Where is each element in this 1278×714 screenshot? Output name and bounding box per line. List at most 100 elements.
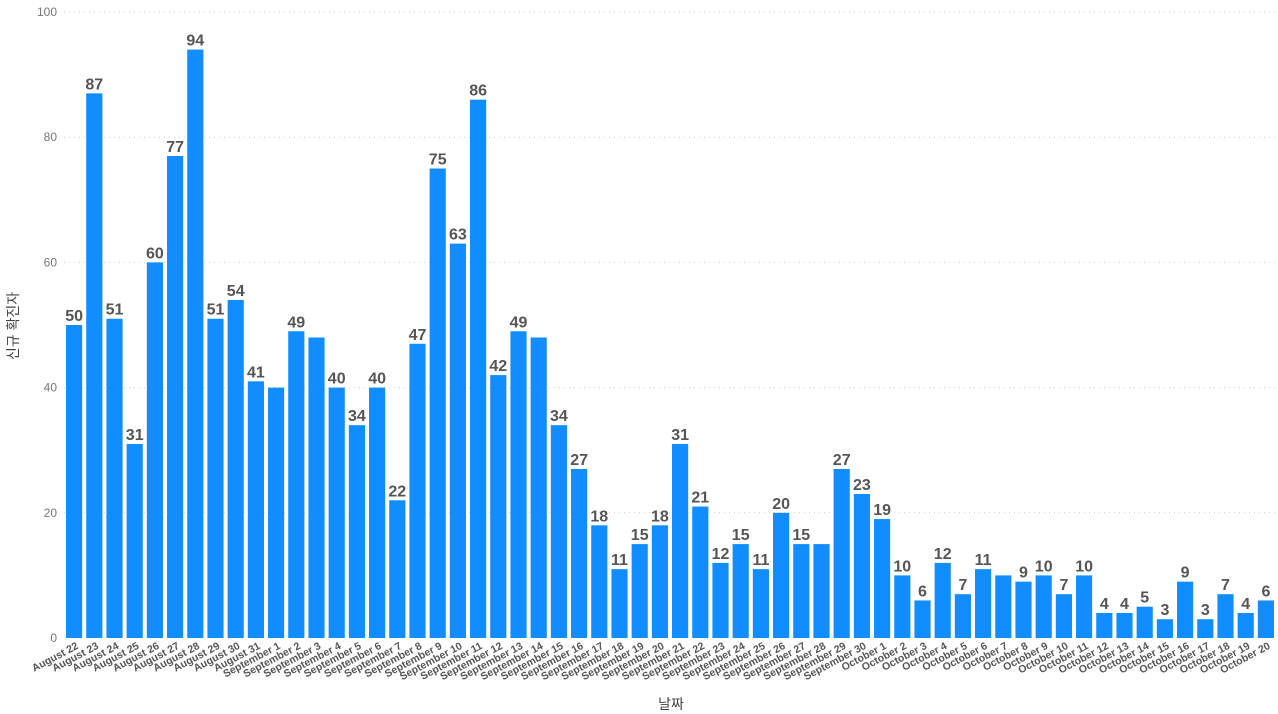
data-label: 5	[1140, 590, 1149, 607]
data-label: 47	[409, 327, 427, 344]
bar	[1055, 594, 1072, 638]
bar	[429, 168, 446, 638]
bar	[631, 544, 648, 638]
y-tick-label: 0	[50, 631, 57, 645]
y-axis-ticks: 0 20 40 60 80 100	[37, 5, 57, 645]
bar	[692, 506, 709, 638]
bar	[308, 337, 325, 638]
bar	[1035, 575, 1052, 638]
data-label: 31	[126, 427, 144, 444]
data-label: 9	[1019, 565, 1028, 582]
data-label: 15	[631, 527, 649, 544]
data-label: 18	[590, 508, 608, 525]
data-label: 51	[106, 302, 124, 319]
y-tick-label: 40	[44, 381, 58, 395]
bar	[106, 318, 123, 638]
data-label: 42	[489, 358, 507, 375]
data-label: 20	[772, 496, 790, 513]
bar	[146, 262, 163, 638]
bar	[954, 594, 971, 638]
bar	[813, 544, 830, 638]
data-label: 75	[429, 152, 447, 169]
data-label: 15	[732, 527, 750, 544]
data-label: 10	[893, 558, 911, 575]
data-label: 10	[1075, 558, 1093, 575]
y-tick-label: 80	[44, 130, 58, 144]
bar	[510, 331, 527, 638]
bar	[1116, 612, 1133, 638]
data-label: 19	[873, 502, 891, 519]
bar	[672, 443, 689, 638]
y-tick-label: 20	[44, 506, 58, 520]
data-label: 34	[550, 408, 568, 425]
bar	[490, 375, 507, 638]
data-label: 7	[958, 577, 967, 594]
data-label: 27	[570, 452, 588, 469]
bar	[1177, 581, 1194, 638]
data-label: 15	[792, 527, 810, 544]
bar	[288, 331, 305, 638]
bar	[914, 600, 931, 638]
bar	[874, 519, 891, 638]
data-label: 6	[1261, 583, 1270, 600]
bar	[1076, 575, 1093, 638]
bar	[1156, 619, 1173, 638]
data-label: 34	[348, 408, 366, 425]
bar	[732, 544, 749, 638]
bar	[187, 49, 204, 639]
bar	[1217, 594, 1234, 638]
bar	[773, 512, 790, 638]
data-label: 49	[510, 314, 528, 331]
bar	[1015, 581, 1032, 638]
data-label: 86	[469, 83, 487, 100]
bar	[591, 525, 608, 638]
bar	[752, 569, 769, 638]
bar	[1237, 612, 1254, 638]
y-tick-label: 60	[44, 255, 58, 269]
data-label: 23	[853, 477, 871, 494]
bar	[470, 99, 487, 638]
data-labels: 5087513160779451544149403440224775638642…	[65, 33, 1270, 620]
bar	[86, 93, 103, 638]
bar	[167, 155, 184, 639]
bar	[853, 494, 870, 638]
bar	[712, 562, 729, 638]
data-label: 63	[449, 227, 467, 244]
bar	[409, 343, 426, 638]
data-label: 77	[166, 139, 184, 156]
bar	[571, 468, 588, 638]
data-label: 11	[752, 552, 769, 569]
bar	[995, 575, 1012, 638]
data-label: 6	[918, 583, 927, 600]
data-label: 31	[671, 427, 689, 444]
bar	[894, 575, 911, 638]
data-label: 21	[691, 490, 709, 507]
bar	[651, 525, 668, 638]
data-label: 12	[934, 546, 952, 563]
data-label: 49	[287, 314, 305, 331]
bar	[126, 443, 143, 638]
data-label: 51	[207, 302, 225, 319]
bar	[389, 500, 406, 638]
bar	[66, 325, 83, 638]
data-label: 87	[85, 76, 103, 93]
grid-lines	[64, 11, 1276, 514]
bar	[268, 387, 285, 638]
data-label: 40	[328, 371, 346, 388]
bar	[449, 243, 466, 638]
bar	[975, 569, 992, 638]
bar	[369, 387, 386, 638]
data-label: 40	[368, 371, 386, 388]
data-label: 50	[65, 308, 83, 325]
bar	[227, 299, 244, 638]
bar	[934, 562, 951, 638]
bar	[1096, 612, 1113, 638]
data-label: 11	[611, 552, 628, 569]
data-label: 22	[388, 483, 406, 500]
bars	[66, 49, 1274, 639]
data-label: 94	[186, 33, 204, 50]
bar	[611, 569, 628, 638]
data-label: 54	[227, 283, 245, 300]
